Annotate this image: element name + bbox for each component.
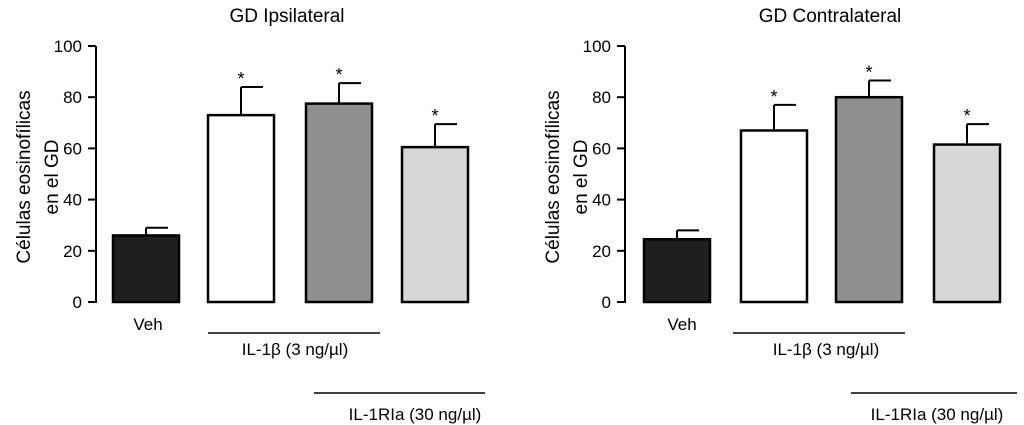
y-tick-label: 40 [63, 191, 82, 210]
y-tick-label: 100 [54, 37, 82, 56]
y-tick-label: 60 [592, 139, 611, 158]
bar [642, 238, 712, 304]
bar [111, 234, 181, 304]
group-label: IL-1β (3 ng/µl) [242, 340, 349, 359]
significance-marker: * [963, 106, 970, 126]
bar [206, 113, 276, 304]
group-label: IL-1β (3 ng/µl) [773, 340, 880, 359]
bar [932, 143, 1002, 304]
group-label: IL-1RIa (30 ng/µl) [349, 405, 482, 424]
chart-title: GD Contralateral [759, 6, 902, 27]
y-tick-label: 80 [592, 88, 611, 107]
category-label-veh: Veh [133, 315, 162, 334]
y-axis-label: Células eosinofílicas [14, 90, 35, 263]
chart-title: GD Ipsilateral [229, 6, 344, 27]
chart-panel-ipsilateral: GD Ipsilateral Células eosinofílicas en el… [14, 6, 485, 424]
significance-marker: * [770, 87, 777, 107]
y-tick-label: 80 [63, 88, 82, 107]
significance-marker: * [865, 63, 872, 83]
y-tick-label: 20 [63, 242, 82, 261]
bar [400, 145, 470, 304]
bar-chart-ipsilateral: GD Ipsilateral Células eosinofílicas en el… [14, 6, 485, 424]
chart-panel-contralateral: GD Contralateral Células eosinofílicas en … [520, 0, 1024, 425]
y-axis-label: Células eosinofílicas [543, 90, 564, 263]
significance-marker: * [335, 65, 342, 85]
bar [739, 129, 809, 304]
significance-marker: * [431, 106, 438, 126]
y-tick-label: 0 [73, 293, 82, 312]
y-tick-label: 0 [602, 293, 611, 312]
group-label: IL-1RIa (30 ng/µl) [871, 405, 1004, 424]
y-tick-label: 60 [63, 139, 82, 158]
y-tick-label: 20 [592, 242, 611, 261]
y-axis-label: en el GD [42, 140, 63, 215]
y-axis-label: en el GD [571, 140, 592, 215]
y-tick-label: 40 [592, 191, 611, 210]
significance-marker: * [237, 69, 244, 89]
bar [834, 95, 904, 304]
bar [304, 102, 374, 304]
y-tick-label: 100 [583, 37, 611, 56]
category-label-veh: Veh [667, 315, 696, 334]
bar-chart-contralateral: GD Contralateral Células eosinofílicas en … [543, 6, 1017, 424]
